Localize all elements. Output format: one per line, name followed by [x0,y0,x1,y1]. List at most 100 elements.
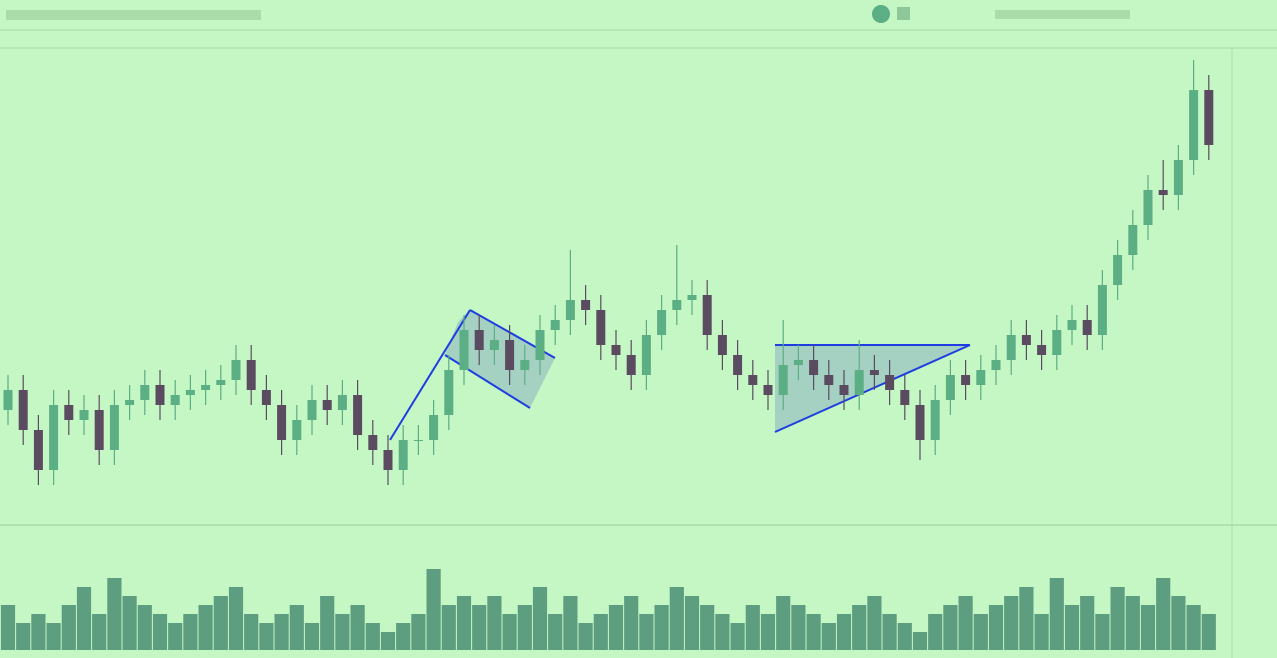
volume-bar [1156,578,1171,650]
candle-body [201,385,211,390]
candle-body [1158,190,1168,195]
volume-bar [1140,605,1156,650]
volume-bar [821,623,836,650]
volume-bar [304,623,320,650]
candle-body [170,395,180,405]
volume-bar [897,623,912,650]
volume-bar [411,614,426,650]
volume-bar [745,605,760,650]
candle-body [1097,285,1107,335]
candle-body [368,435,378,450]
candle-body [733,355,743,375]
candle-body [565,300,575,320]
candle-body [535,330,545,360]
volume-bar [137,605,152,650]
volume-bar [548,614,563,650]
volume-bar [730,623,745,650]
volume-bar [563,596,578,650]
volume-bar [152,614,168,650]
flag-pattern-fill [445,310,555,408]
volume-bar [973,614,988,650]
volume-bar [487,596,502,650]
volume-bar [776,596,791,650]
candle-body [885,375,895,390]
candle-body [353,395,363,435]
candle-body [125,400,135,405]
candle-body [778,365,788,395]
candle-body [489,340,499,350]
volume-bar [396,623,411,650]
volume-bar [228,587,244,650]
volume-bar [456,596,472,650]
candle-body [687,295,697,300]
volume-bar [1080,596,1095,650]
volume-bar [46,623,61,650]
candle-body [550,320,560,330]
toolbar-placeholder [995,10,1130,19]
candle-body [322,400,332,410]
candle-body [991,360,1001,370]
volume-bar [335,614,350,650]
candle-body [444,370,454,415]
volume-bar [92,614,107,650]
triangle-line [774,344,971,433]
candle-body [109,405,119,450]
candle-body [945,375,955,400]
volume-bar [1004,596,1019,650]
volume-bar [198,605,213,650]
candle-body [185,390,195,395]
candle-body [869,370,879,375]
candle-body [520,360,530,370]
volume-bar [1110,587,1125,650]
toolbar-button[interactable] [872,5,890,23]
volume-bar [1171,596,1186,650]
volume-bar [183,614,198,650]
volume-bar [593,614,608,650]
volume-bar [532,587,548,650]
volume-bar [988,605,1004,650]
volume-bar [700,605,715,650]
candle-body [429,415,439,440]
volume-bar [517,605,532,650]
volume-bar [624,596,639,650]
volume-bar [608,605,624,650]
volume-bar [1049,578,1064,650]
candle-body [1067,320,1077,330]
volume-bar [350,605,365,650]
volume-bar [289,605,304,650]
flag-line [389,309,471,441]
candle-body [839,385,849,395]
volume-bar [380,632,396,650]
candle-body [307,400,317,420]
volume-bar [1125,596,1140,650]
candle-body [413,440,423,441]
volume-bar [882,614,897,650]
toolbar-button[interactable] [897,7,910,20]
volume-bar [958,596,973,650]
candle-body [505,340,515,370]
volume-bar [852,605,867,650]
volume-bar [1201,614,1216,650]
candle-body [748,375,758,385]
volume-bar [441,605,456,650]
toolbar-placeholder [6,10,261,20]
volume-bar [867,596,882,650]
candle-body [596,310,606,345]
candle-body [641,335,651,375]
volume-bar [1019,587,1034,650]
volume-bar [639,614,654,650]
candle-body [961,375,971,385]
volume-bar [426,569,441,650]
candle-body [383,450,393,470]
volume-bar [472,605,487,650]
candle-body [793,360,803,365]
candle-body [33,430,43,470]
volume-bar [274,614,289,650]
candle-body [672,300,682,310]
candle-body [231,360,241,380]
candle-body [915,405,925,440]
volume-bar [578,623,593,650]
volume-bar [1034,614,1049,650]
candle-body [657,310,667,335]
